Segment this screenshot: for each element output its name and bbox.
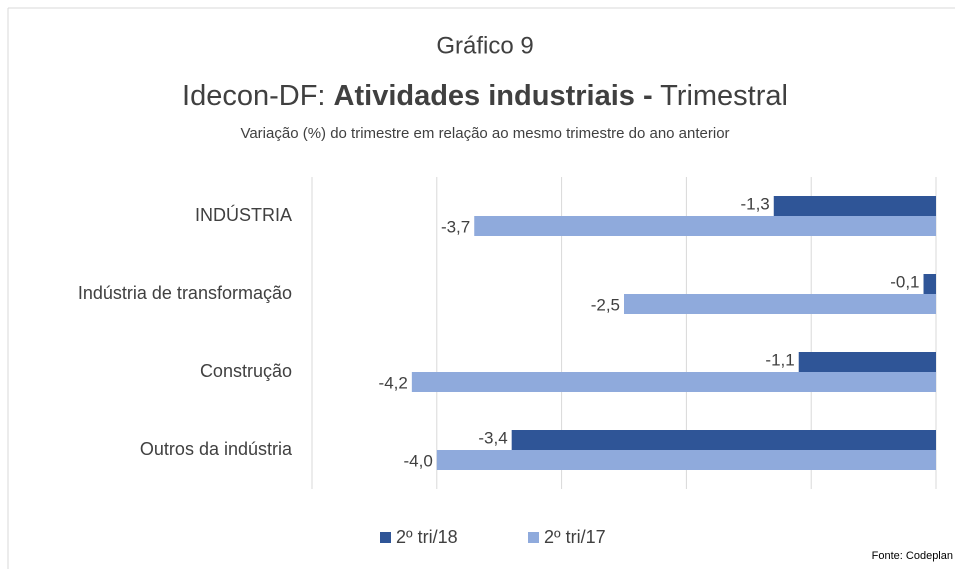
legend-swatch	[528, 532, 539, 543]
value-label: -3,4	[478, 428, 507, 447]
value-label: -1,1	[765, 350, 794, 369]
bar	[436, 450, 936, 470]
source: Fonte: Codeplan	[872, 550, 953, 562]
value-label: -4,2	[379, 373, 408, 392]
bar	[798, 352, 936, 372]
bar	[923, 274, 936, 294]
y-tick-label: INDÚSTRIA	[195, 204, 292, 225]
legend-swatch	[380, 532, 391, 543]
chart-subtitle: Variação (%) do trimestre em relação ao …	[240, 125, 729, 142]
title-part: Trimestral	[653, 80, 788, 112]
bar	[474, 216, 936, 236]
y-tick-label: Indústria de transformação	[78, 283, 292, 303]
y-tick-label: Outros da indústria	[140, 439, 293, 459]
chart-supertitle: Gráfico 9	[436, 32, 533, 59]
bar	[511, 430, 936, 450]
legend-label: 2º tri/17	[544, 527, 606, 547]
value-label: -4,0	[404, 451, 433, 470]
bar	[411, 372, 937, 392]
chart-title: Idecon-DF: Atividades industriais - Trim…	[182, 80, 788, 112]
value-label: -1,3	[740, 194, 769, 213]
legend-label: 2º tri/18	[396, 527, 458, 547]
value-label: -0,1	[890, 272, 919, 291]
title-part: Atividades industriais -	[334, 80, 653, 112]
title-part: Idecon-DF:	[182, 80, 334, 112]
value-label: -3,7	[441, 217, 470, 236]
bar	[773, 196, 936, 216]
y-tick-label: Construção	[200, 361, 292, 381]
value-label: -2,5	[591, 295, 620, 314]
bar	[624, 294, 936, 314]
